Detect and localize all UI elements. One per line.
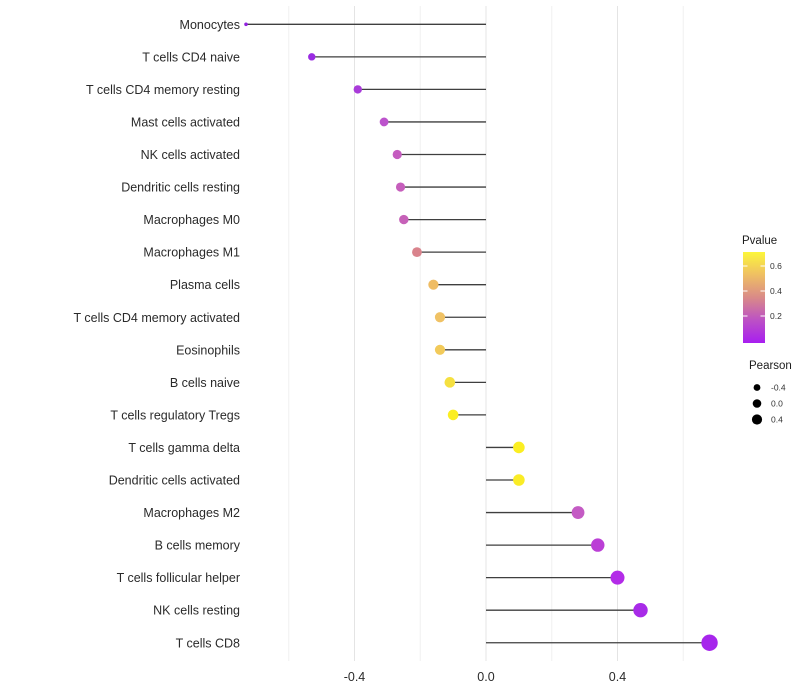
lollipop-dot <box>571 506 585 519</box>
category-label: Dendritic cells activated <box>109 474 240 488</box>
category-label: NK cells resting <box>153 604 240 618</box>
category-label: T cells CD8 <box>176 636 240 650</box>
lollipop-dot <box>434 344 446 355</box>
lollipop-dot <box>610 570 625 585</box>
category-label: Dendritic cells resting <box>121 181 240 195</box>
lollipop-dot <box>392 149 402 160</box>
lollipop-dot <box>379 117 389 127</box>
category-label: T cells CD4 naive <box>142 50 240 64</box>
lollipop-dot <box>395 182 406 192</box>
legend-layer: Pvalue 0.6 0.4 0.2 Pearson -0.4 0.0 0.4 <box>742 235 792 425</box>
category-label: Mast cells activated <box>131 115 240 129</box>
size-legend-label: 0.0 <box>771 399 783 409</box>
lollipop-dot <box>308 53 316 61</box>
category-label: T cells regulatory Tregs <box>110 408 240 422</box>
category-label: Eosinophils <box>176 343 240 357</box>
category-label: T cells CD4 memory activated <box>74 311 241 325</box>
gridlines-layer <box>288 6 684 661</box>
lollipop-dot <box>412 247 422 258</box>
size-legend-dot <box>753 384 761 391</box>
category-label: B cells memory <box>155 539 241 553</box>
lollipop-dot <box>591 538 605 552</box>
lollipop-dot <box>428 279 439 290</box>
x-tick-label: 0.0 <box>477 670 494 684</box>
size-legend-dot <box>752 399 762 408</box>
stems-layer <box>246 23 710 644</box>
lollipop-dot <box>513 441 525 454</box>
pearson-legend-title: Pearson <box>749 360 792 372</box>
category-label: T cells gamma delta <box>128 441 240 455</box>
colorbar-tick-label: 0.2 <box>770 311 782 321</box>
size-legend-label: 0.4 <box>771 415 783 425</box>
category-label: Macrophages M1 <box>143 246 240 260</box>
x-tick-label: -0.4 <box>344 670 366 684</box>
lollipop-dot <box>633 603 648 618</box>
category-label: Macrophages M2 <box>143 506 240 520</box>
category-label: Monocytes <box>180 18 240 32</box>
lollipop-dot <box>244 22 248 27</box>
lollipop-dot <box>399 214 409 225</box>
lollipop-dot <box>444 377 456 388</box>
lollipop-dot <box>353 85 362 94</box>
category-label: NK cells activated <box>141 148 240 162</box>
category-label: T cells CD4 memory resting <box>86 83 240 97</box>
category-label: B cells naive <box>170 376 240 390</box>
lollipop-dot <box>434 312 446 323</box>
dots-layer <box>244 22 718 651</box>
colorbar-tick-label: 0.4 <box>770 286 782 296</box>
category-label: Plasma cells <box>170 278 240 292</box>
size-legend-label: -0.4 <box>771 383 786 393</box>
category-label: T cells follicular helper <box>117 571 240 585</box>
lollipop-dot <box>447 409 459 421</box>
y-axis-labels-layer: Monocytes T cells CD4 naive T cells CD4 me… <box>74 18 241 650</box>
lollipop-dot <box>701 634 718 651</box>
pvalue-colorbar <box>743 252 765 343</box>
category-label: Macrophages M0 <box>143 213 240 227</box>
lollipop-dot <box>513 474 525 486</box>
colorbar-tick-label: 0.6 <box>770 261 782 271</box>
size-legend-dot <box>751 414 763 425</box>
x-axis-labels-layer: -0.4 0.0 0.4 <box>344 670 627 684</box>
pvalue-legend-title: Pvalue <box>742 235 777 247</box>
x-tick-label: 0.4 <box>609 670 626 684</box>
